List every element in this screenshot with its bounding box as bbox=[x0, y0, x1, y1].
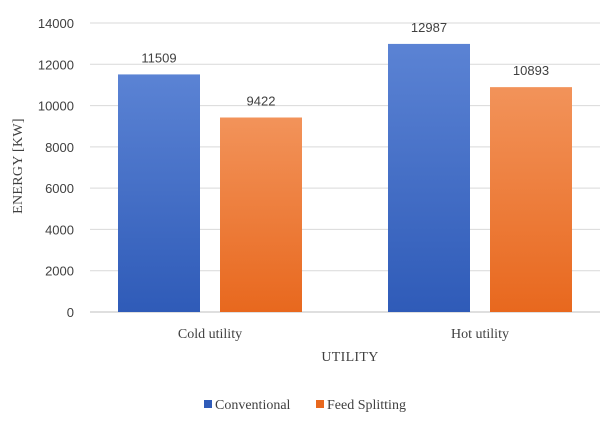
y-tick-label: 12000 bbox=[38, 57, 74, 72]
y-tick-label: 14000 bbox=[38, 16, 74, 31]
y-tick-label: 4000 bbox=[45, 222, 74, 237]
data-label: 9422 bbox=[247, 94, 276, 109]
data-label: 11509 bbox=[141, 50, 176, 65]
legend-swatch bbox=[204, 400, 212, 408]
legend-label: Feed Splitting bbox=[327, 398, 406, 413]
y-tick-label: 2000 bbox=[45, 264, 74, 279]
bar-feed-splitting-hot-utility bbox=[490, 87, 572, 312]
y-axis-title: ENERGY [KW] bbox=[11, 118, 26, 214]
y-tick-label: 10000 bbox=[38, 99, 74, 114]
x-axis-title: UTILITY bbox=[321, 350, 378, 365]
bar-feed-splitting-cold-utility bbox=[220, 118, 302, 312]
y-tick-label: 8000 bbox=[45, 140, 74, 155]
y-tick-label: 0 bbox=[67, 305, 74, 320]
data-label: 10893 bbox=[513, 63, 549, 78]
x-category-label: Hot utility bbox=[451, 327, 509, 342]
legend-swatch bbox=[316, 400, 324, 408]
bar-conventional-cold-utility bbox=[118, 74, 200, 312]
y-axis-ticks: 0 2000 4000 6000 8000 10000 12000 14000 bbox=[38, 16, 74, 320]
x-category-label: Cold utility bbox=[178, 327, 242, 342]
x-axis-categories: Cold utility Hot utility bbox=[178, 327, 509, 342]
y-tick-label: 6000 bbox=[45, 181, 74, 196]
bars bbox=[118, 44, 572, 312]
legend-label: Conventional bbox=[215, 398, 291, 413]
legend: Conventional Feed Splitting bbox=[204, 398, 406, 413]
bar-conventional-hot-utility bbox=[388, 44, 470, 312]
data-label: 12987 bbox=[411, 20, 447, 35]
